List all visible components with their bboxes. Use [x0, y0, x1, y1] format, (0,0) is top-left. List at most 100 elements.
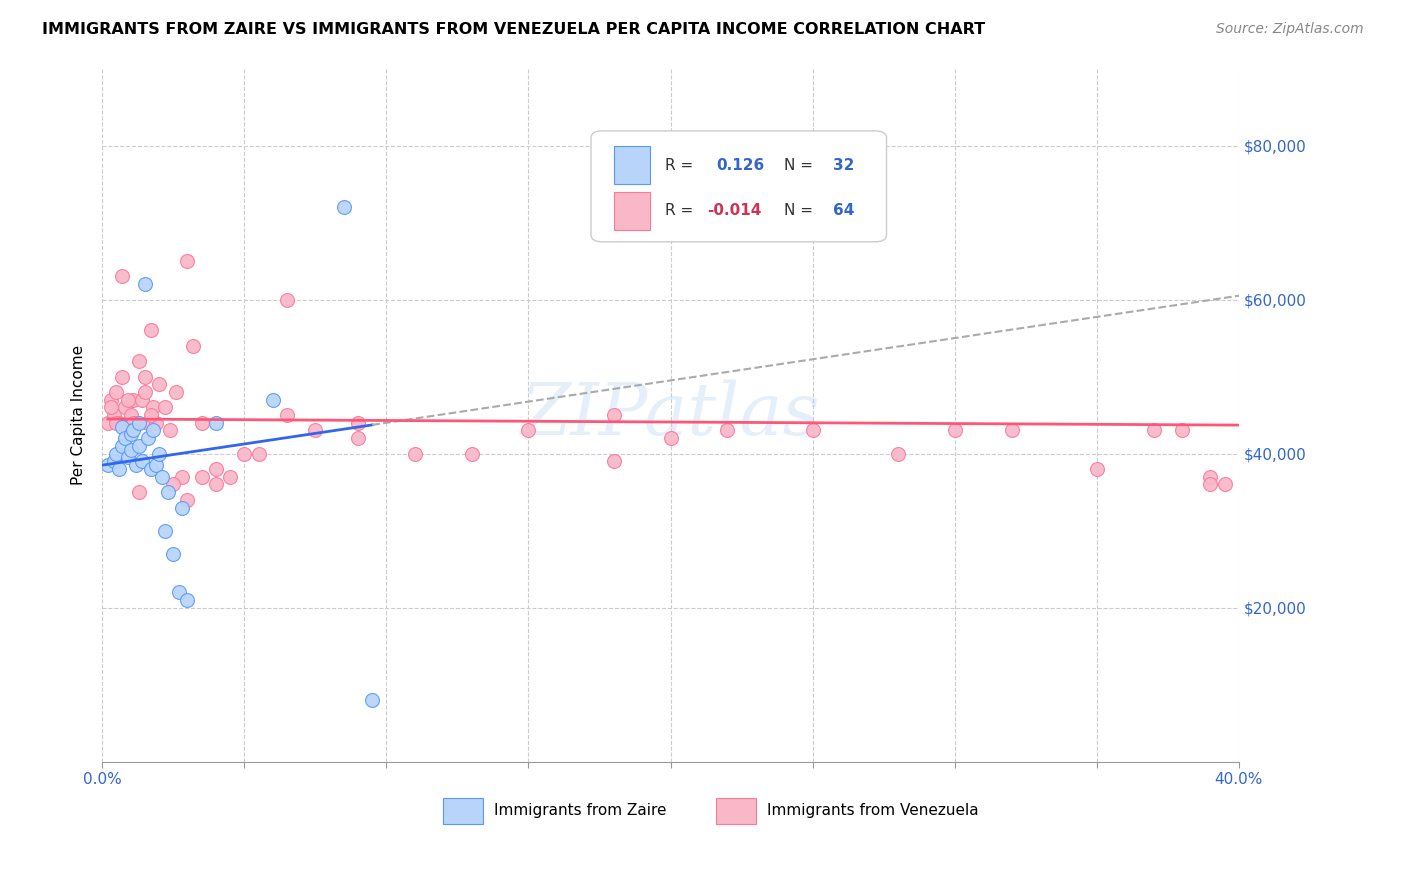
Point: [120, 442, 142, 457]
Point: [142, 401, 165, 415]
FancyBboxPatch shape: [614, 192, 650, 229]
Point: [1199, 469, 1222, 483]
Text: IMMIGRANTS FROM ZAIRE VS IMMIGRANTS FROM VENEZUELA PER CAPITA INCOME CORRELATION: IMMIGRANTS FROM ZAIRE VS IMMIGRANTS FROM…: [42, 22, 986, 37]
Point: [103, 408, 125, 422]
Point: [247, 447, 270, 461]
Point: [181, 339, 204, 353]
Point: [170, 469, 193, 483]
Point: [167, 585, 190, 599]
Point: [190, 416, 212, 430]
Point: [176, 492, 198, 507]
Point: [304, 424, 326, 438]
Text: R =: R =: [665, 158, 697, 172]
Point: [111, 269, 134, 284]
Point: [139, 462, 162, 476]
Text: -0.014: -0.014: [707, 203, 761, 219]
Point: [1143, 424, 1166, 438]
Point: [139, 323, 162, 337]
Point: [136, 416, 159, 430]
Point: [1000, 424, 1022, 438]
Point: [111, 439, 134, 453]
FancyBboxPatch shape: [614, 146, 650, 184]
Point: [120, 427, 142, 442]
Point: [276, 293, 298, 307]
Point: [111, 419, 134, 434]
Point: [136, 431, 159, 445]
Point: [361, 693, 384, 707]
Point: [162, 477, 184, 491]
Point: [142, 424, 165, 438]
Point: [165, 384, 187, 399]
Text: 64: 64: [834, 203, 855, 219]
Point: [108, 416, 131, 430]
Point: [114, 431, 136, 445]
Point: [100, 401, 122, 415]
Point: [105, 447, 128, 461]
Point: [122, 424, 145, 438]
Point: [134, 277, 156, 292]
Text: Immigrants from Venezuela: Immigrants from Venezuela: [768, 804, 979, 818]
Point: [517, 424, 540, 438]
Point: [262, 392, 284, 407]
Point: [162, 547, 184, 561]
Point: [233, 447, 256, 461]
Point: [139, 408, 162, 422]
Point: [347, 416, 370, 430]
Text: ZIPatlas: ZIPatlas: [520, 380, 820, 450]
Text: Immigrants from Zaire: Immigrants from Zaire: [495, 804, 666, 818]
Point: [1085, 462, 1108, 476]
Point: [190, 469, 212, 483]
Point: [108, 462, 131, 476]
Point: [97, 458, 120, 472]
Point: [943, 424, 966, 438]
Text: N =: N =: [785, 158, 818, 172]
Point: [128, 416, 150, 430]
Point: [603, 454, 626, 468]
Point: [159, 424, 181, 438]
Point: [347, 431, 370, 445]
Point: [145, 416, 167, 430]
Point: [134, 369, 156, 384]
Point: [801, 424, 824, 438]
Point: [205, 462, 228, 476]
FancyBboxPatch shape: [716, 797, 756, 824]
Point: [117, 424, 139, 438]
Point: [716, 424, 738, 438]
Point: [111, 369, 134, 384]
Point: [205, 477, 228, 491]
Point: [134, 384, 156, 399]
Point: [125, 416, 148, 430]
Point: [156, 485, 179, 500]
Point: [659, 431, 682, 445]
Point: [128, 485, 150, 500]
Point: [131, 454, 153, 468]
Point: [1171, 424, 1194, 438]
Point: [887, 447, 910, 461]
Text: 0.126: 0.126: [716, 158, 765, 172]
Text: Source: ZipAtlas.com: Source: ZipAtlas.com: [1216, 22, 1364, 37]
Point: [1213, 477, 1236, 491]
Point: [105, 416, 128, 430]
Point: [603, 408, 626, 422]
Point: [276, 408, 298, 422]
FancyBboxPatch shape: [591, 131, 887, 242]
Point: [145, 458, 167, 472]
Point: [128, 439, 150, 453]
Text: N =: N =: [785, 203, 818, 219]
Point: [153, 401, 176, 415]
Point: [114, 401, 136, 415]
Text: 32: 32: [834, 158, 855, 172]
Point: [150, 469, 173, 483]
Point: [128, 354, 150, 368]
Point: [170, 500, 193, 515]
Point: [117, 450, 139, 465]
Point: [332, 200, 354, 214]
Point: [103, 454, 125, 468]
Point: [1199, 477, 1222, 491]
Point: [122, 392, 145, 407]
Point: [97, 416, 120, 430]
Point: [176, 593, 198, 607]
Point: [176, 254, 198, 268]
Point: [100, 392, 122, 407]
Text: R =: R =: [665, 203, 697, 219]
